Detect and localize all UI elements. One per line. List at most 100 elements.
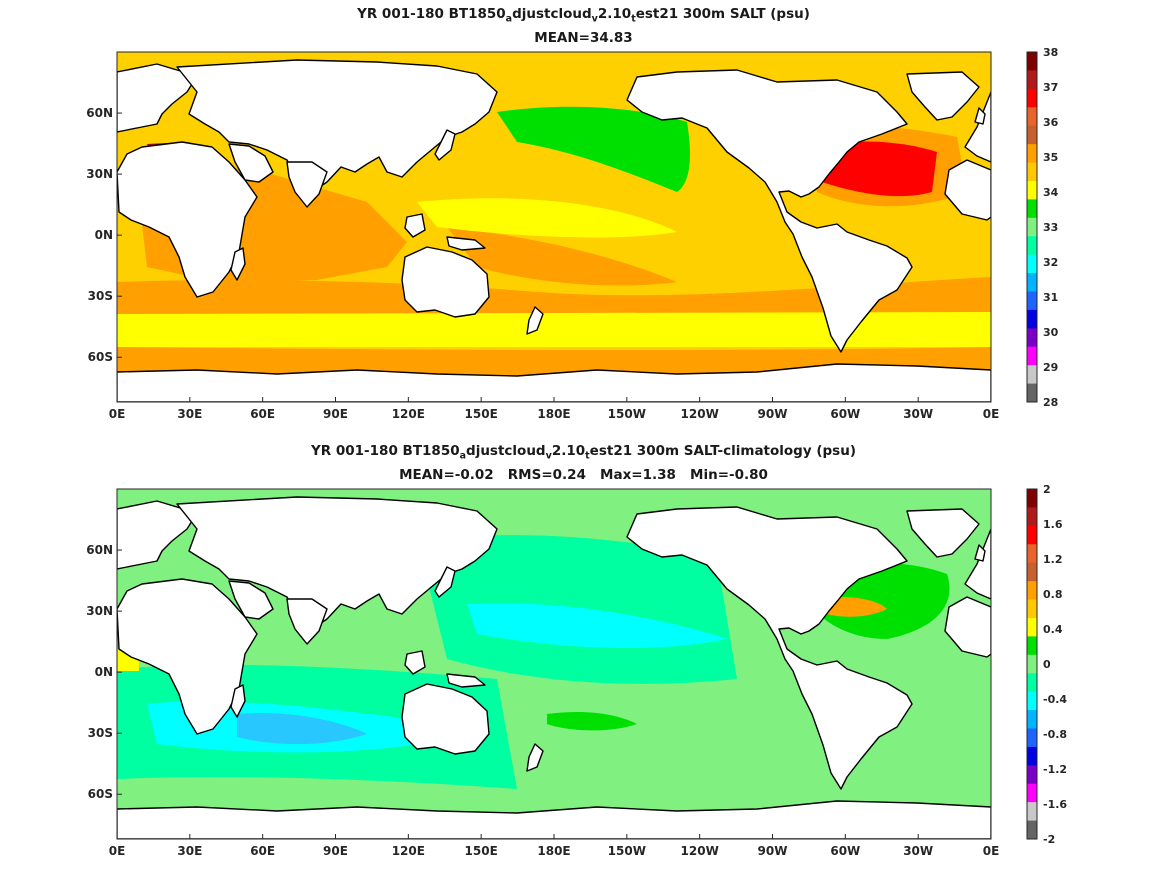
lon-tick-label: 30W [903, 407, 933, 421]
lat-tick-label: 60S [88, 350, 113, 364]
colorbar-label: -0.4 [1043, 693, 1067, 706]
colorbar-swatch [1027, 180, 1037, 200]
north-atlantic-max [817, 141, 937, 197]
colorbar-label: 0.8 [1043, 588, 1063, 601]
lat-tick-label: 30S [88, 289, 113, 303]
top-colorbar: 38 37 36 35 34 33 32 31 30 29 28 [1026, 46, 1059, 409]
colorbar-swatch [1027, 254, 1037, 274]
lon-tick-label: 150E [465, 407, 498, 421]
top-map-fields [117, 52, 991, 402]
south-pacific-positive [547, 712, 637, 731]
bottom-map-panel: 0E 30E 60E 90E 120E 150E 180E 150W 120W 90W 60W 30W… [86, 483, 1067, 858]
colorbar-swatch [1027, 346, 1037, 366]
lat-tick-label: 30S [88, 726, 113, 740]
lat-tick-label: 30N [86, 167, 113, 181]
colorbar-label: 35 [1043, 151, 1058, 164]
colorbar-label: -0.8 [1043, 728, 1067, 741]
lon-tick-label: 90W [758, 844, 788, 858]
top-map-axes: 0E 30E 60E 90E 120E 150E 180E 150W 120W 90W 60W 30W… [86, 106, 999, 421]
colorbar-swatch [1027, 199, 1037, 219]
lon-tick-label: 0E [983, 844, 1000, 858]
colorbar-label: 38 [1043, 46, 1058, 59]
colorbar-swatch [1027, 88, 1037, 108]
lon-tick-label: 90E [323, 844, 348, 858]
colorbar-swatch [1027, 599, 1037, 619]
colorbar-swatch [1027, 217, 1037, 237]
tropical-pacific-yellow [417, 198, 677, 238]
colorbar-swatch [1027, 617, 1037, 637]
colorbar-swatch [1027, 162, 1037, 182]
colorbar-label: 33 [1043, 221, 1058, 234]
colorbar-swatch [1027, 107, 1037, 127]
colorbar-swatch [1027, 273, 1037, 292]
colorbar-swatch [1027, 291, 1037, 311]
colorbar-label: 34 [1043, 186, 1059, 199]
lon-tick-label: 120E [392, 407, 425, 421]
colorbar-label: -2 [1043, 833, 1055, 846]
colorbar-label: 29 [1043, 361, 1058, 374]
lon-tick-label: 120W [681, 407, 719, 421]
colorbar-frame [1026, 488, 1038, 840]
colorbar-label: 2 [1043, 483, 1051, 496]
lon-tick-label: 30E [177, 844, 202, 858]
colorbar-swatch [1027, 562, 1037, 582]
colorbar-swatch [1027, 489, 1037, 508]
lon-tick-label: 60E [250, 844, 275, 858]
colorbar-swatch [1027, 802, 1037, 822]
colorbar-swatch [1027, 783, 1037, 803]
lat-tick-label: 60S [88, 787, 113, 801]
top-panel-stats: MEAN=34.83 [534, 30, 633, 46]
south-pacific-orange [447, 227, 677, 286]
pacific-cyan-anomaly [467, 603, 727, 649]
colorbar-swatch [1027, 70, 1037, 90]
colorbar-label: -1.6 [1043, 798, 1067, 811]
colorbar-swatch [1027, 728, 1037, 748]
colorbar-label: 0 [1043, 658, 1051, 671]
colorbar-swatch [1027, 765, 1037, 785]
lon-tick-label: 150E [465, 844, 498, 858]
lon-tick-label: 150W [608, 844, 646, 858]
colorbar-swatch [1027, 236, 1037, 256]
lat-tick-label: 0N [95, 228, 113, 242]
lat-tick-label: 60N [86, 106, 113, 120]
colorbar-swatch [1027, 746, 1037, 766]
lon-tick-label: 60W [830, 407, 860, 421]
colorbar-label: 1.2 [1043, 553, 1063, 566]
colorbar-label: 28 [1043, 396, 1058, 409]
lon-tick-label: 120E [392, 844, 425, 858]
colorbar-swatch [1027, 710, 1037, 729]
colorbar-label: 0.4 [1043, 623, 1063, 636]
colorbar-label: 30 [1043, 326, 1059, 339]
colorbar-swatch [1027, 820, 1037, 840]
lon-tick-label: 60W [830, 844, 860, 858]
bottom-colorbar: 2 1.6 1.2 0.8 0.4 0 -0.4 -0.8 -1.2 -1.6 -2 [1026, 483, 1067, 846]
lon-tick-label: 180E [537, 407, 570, 421]
colorbar-label: -1.2 [1043, 763, 1067, 776]
bottom-map-fields [117, 489, 991, 839]
bottom-map-axes: 0E 30E 60E 90E 120E 150E 180E 150W 120W 90W 60W 30W… [86, 543, 999, 858]
colorbar-swatch [1027, 507, 1037, 527]
lon-tick-label: 90W [758, 407, 788, 421]
colorbar-swatch [1027, 691, 1037, 711]
colorbar-swatch [1027, 125, 1037, 145]
colorbar-swatch [1027, 525, 1037, 545]
colorbar-swatch [1027, 52, 1037, 71]
colorbar-swatch [1027, 144, 1037, 164]
lon-tick-label: 120W [681, 844, 719, 858]
colorbar-swatch [1027, 636, 1037, 656]
north-pacific-fresh [497, 106, 690, 192]
colorbar-swatch [1027, 654, 1037, 674]
lat-tick-label: 60N [86, 543, 113, 557]
colorbar-frame [1026, 51, 1038, 403]
lon-tick-label: 30W [903, 844, 933, 858]
colorbar-swatch [1027, 309, 1037, 329]
circumpolar-orange-band [117, 347, 991, 377]
colorbar-swatch [1027, 673, 1037, 693]
colorbar-label: 36 [1043, 116, 1059, 129]
indian-negative-anomaly [237, 713, 367, 745]
colorbar-label: 1.6 [1043, 518, 1063, 531]
lon-tick-label: 0E [109, 844, 126, 858]
colorbar-swatch [1027, 581, 1037, 601]
top-panel-title: YR 001-180 BT1850adjustcloudv2.10test21 … [357, 6, 810, 25]
